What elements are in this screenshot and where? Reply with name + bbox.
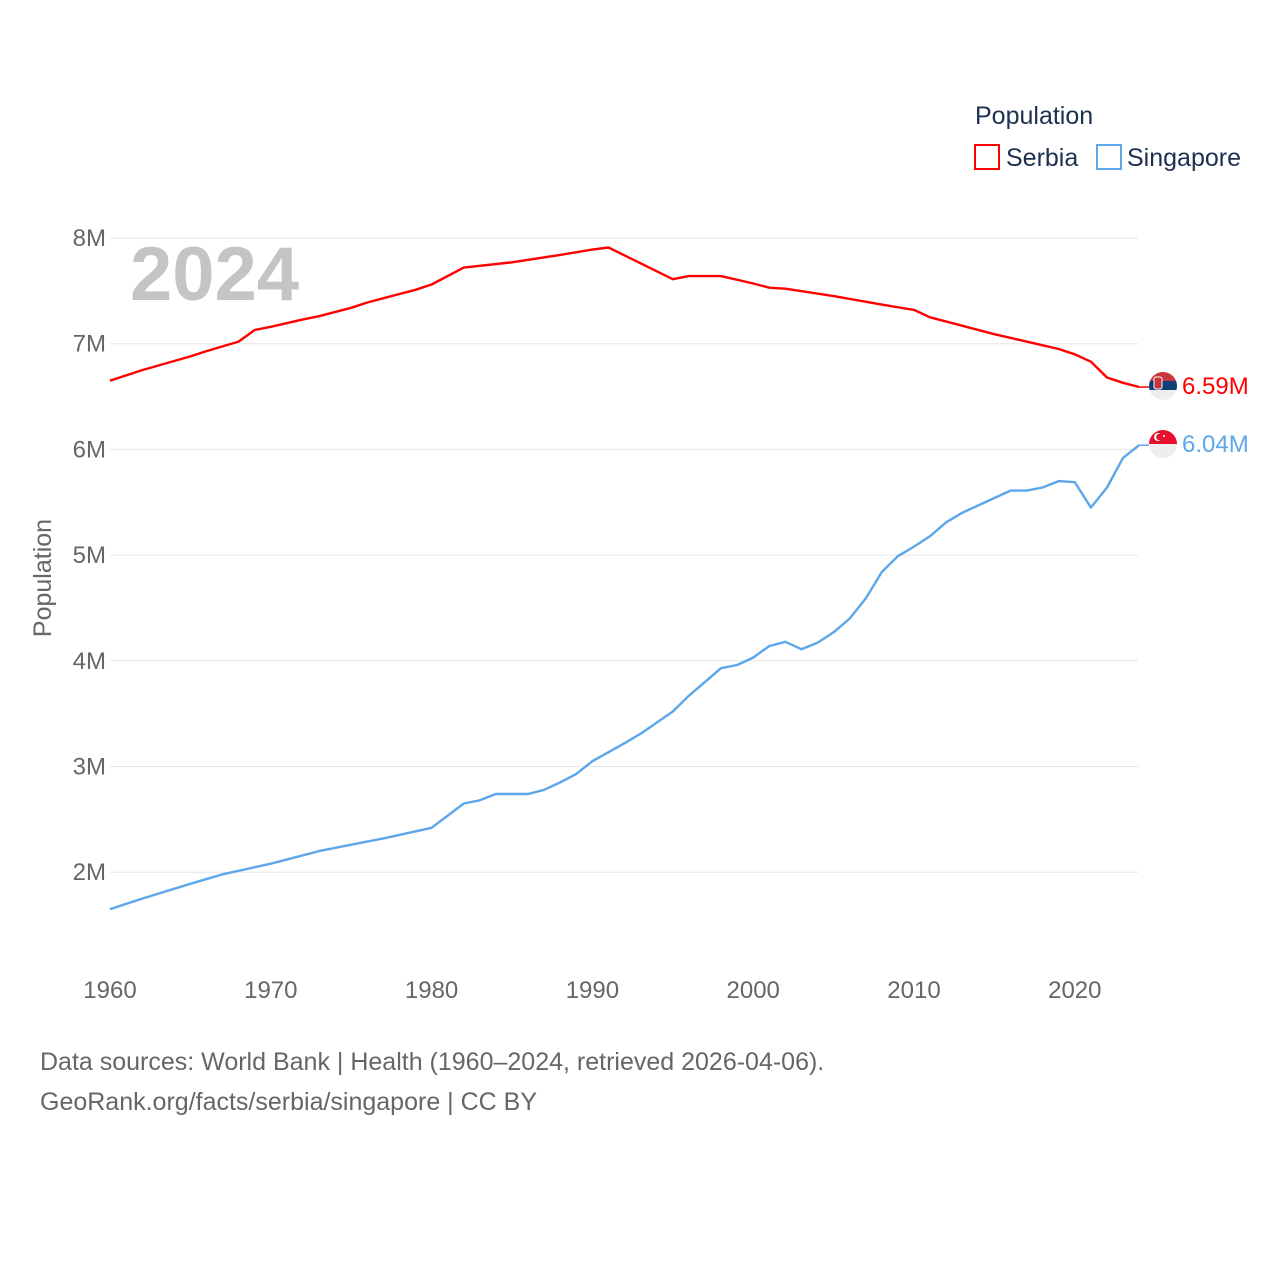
x-tick-label: 2000 <box>727 977 780 1004</box>
legend-title: Population <box>975 102 1093 130</box>
gridlines <box>110 237 1138 873</box>
legend-swatch-singapore[interactable] <box>1096 144 1122 170</box>
y-tick-label: 6M <box>73 436 106 463</box>
y-tick-label: 8M <box>73 225 106 252</box>
series-lines <box>109 246 1149 911</box>
x-tick-label: 2020 <box>1048 977 1101 1004</box>
singapore-flag-icon <box>1149 430 1177 458</box>
x-tick-label: 1970 <box>244 977 297 1004</box>
singapore-end-label: 6.04M <box>1182 431 1249 458</box>
y-tick-label: 4M <box>73 648 106 675</box>
footer: Data sources: World Bank | Health (1960–… <box>40 1042 824 1122</box>
y-tick-label: 2M <box>73 859 106 886</box>
year-watermark: 2024 <box>130 232 299 317</box>
legend-label-serbia[interactable]: Serbia <box>1006 144 1078 172</box>
y-tick-label: 7M <box>73 331 106 358</box>
y-axis-label: Population <box>29 519 57 637</box>
y-tick-label: 5M <box>73 542 106 569</box>
x-tick-label: 1960 <box>83 977 136 1004</box>
y-axis-ticks: 8M 7M 6M 5M 4M 3M 2M <box>73 225 106 886</box>
legend-swatch-serbia[interactable] <box>974 144 1000 170</box>
legend-label-singapore[interactable]: Singapore <box>1127 144 1241 172</box>
attribution-link[interactable]: GeoRank.org/facts/serbia/singapore | CC … <box>40 1088 538 1116</box>
serbia-flag-icon <box>1149 372 1177 400</box>
data-sources-text: Data sources: World Bank | Health (1960–… <box>40 1048 825 1076</box>
serbia-end-label: 6.59M <box>1182 373 1249 400</box>
y-tick-label: 3M <box>73 754 106 781</box>
singapore-line <box>109 444 1140 911</box>
x-tick-label: 2010 <box>887 977 940 1004</box>
x-axis-ticks: 1960 1970 1980 1990 2000 2010 2020 <box>83 977 1101 1004</box>
x-tick-label: 1990 <box>566 977 619 1004</box>
serbia-line <box>109 246 1140 389</box>
x-tick-label: 1980 <box>405 977 458 1004</box>
